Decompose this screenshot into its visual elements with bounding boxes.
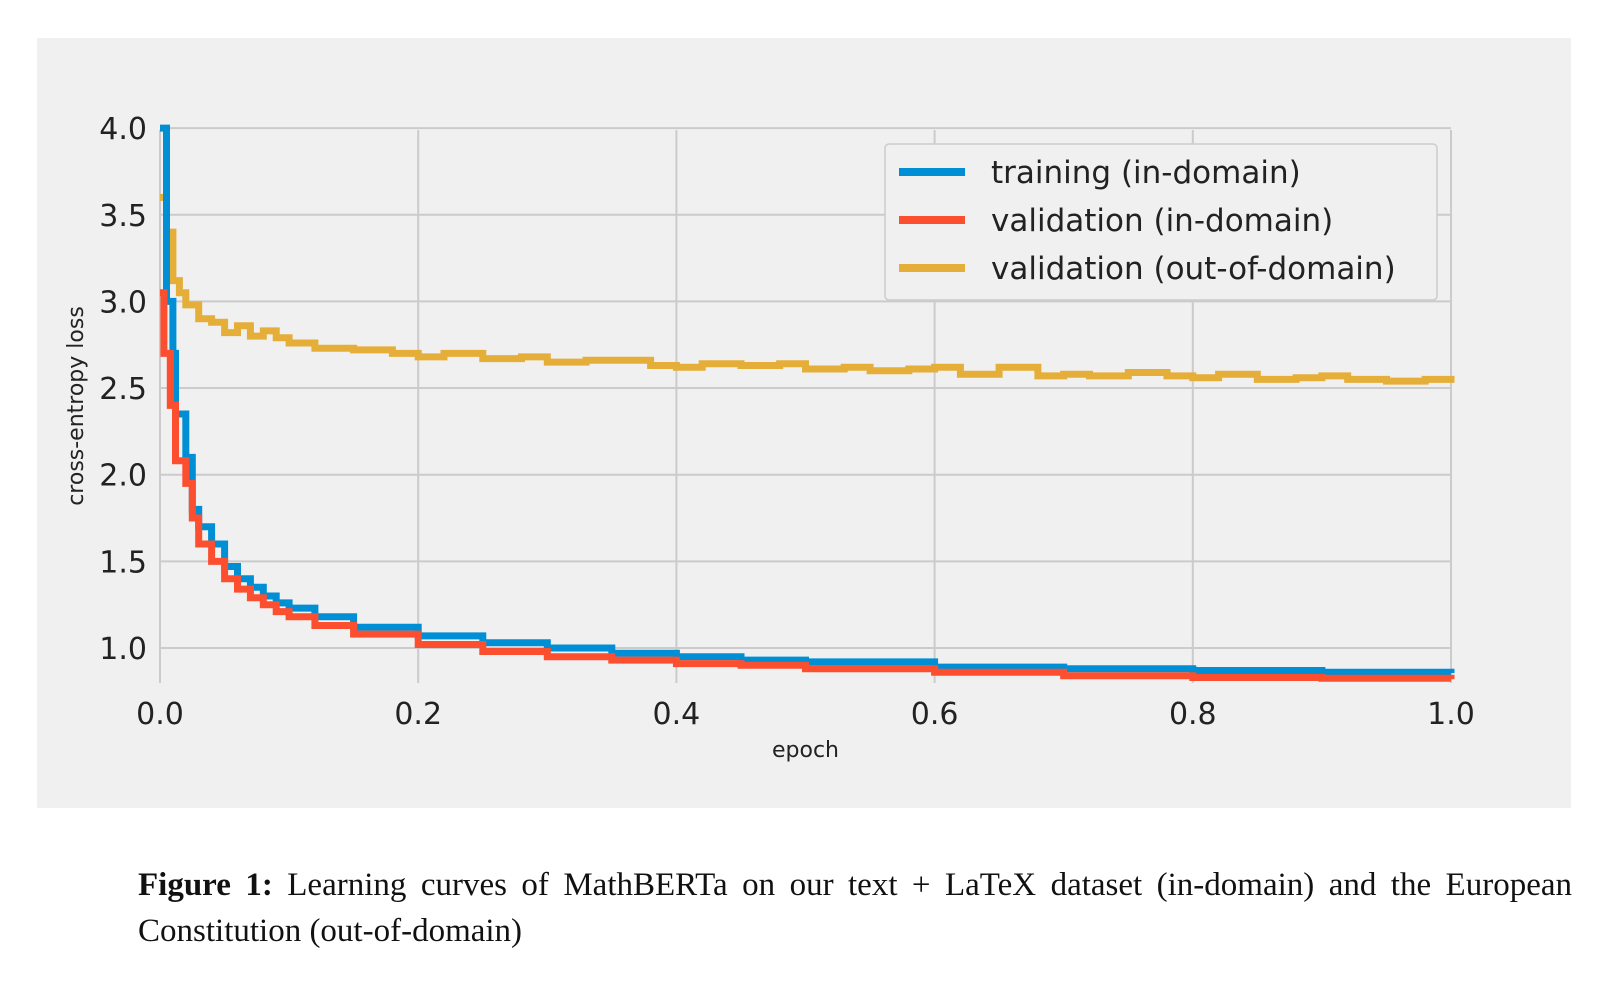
y-tick-label: 1.0	[99, 632, 147, 667]
chart-panel: 0.0 0.2 0.4 0.6 0.8 1.0 1.0 1.5 2.0 2.5 3.0 3.5 4.0 …	[37, 38, 1571, 808]
series-lines	[160, 124, 1455, 682]
grid-lines	[159, 127, 1452, 683]
legend-box	[884, 143, 1438, 301]
caption-text: Learning curves of MathBERTa on our text…	[138, 867, 1572, 949]
x-axis-label: epoch	[772, 738, 839, 763]
series-line	[160, 124, 1455, 676]
x-tick-label: 1.0	[1427, 697, 1475, 732]
tick-labels: 0.0 0.2 0.4 0.6 0.8 1.0 1.0 1.5 2.0 2.5 3.0 3.5 4.0	[99, 112, 1475, 732]
legend-label: validation (in-domain)	[991, 203, 1333, 239]
y-axis-label: cross-entropy loss	[64, 306, 89, 506]
x-tick-label: 0.2	[394, 697, 442, 732]
y-tick-label: 2.0	[99, 459, 147, 494]
y-tick-label: 3.5	[99, 199, 147, 234]
y-tick-label: 2.5	[99, 372, 147, 407]
line-chart: 0.0 0.2 0.4 0.6 0.8 1.01.01.52.02.53.03.54.0 …	[64, 112, 1475, 763]
legend: training (in-domain) validation (in-domai…	[884, 143, 1438, 301]
x-tick-label: 0.0	[136, 697, 184, 732]
legend-label: training (in-domain)	[991, 155, 1301, 191]
figure-caption: Figure 1: Learning curves of MathBERTa o…	[138, 862, 1572, 954]
x-tick-label: 0.6	[911, 697, 959, 732]
caption-label: Figure 1:	[138, 867, 273, 903]
x-tick-label: 0.4	[653, 697, 701, 732]
series-line	[160, 289, 1455, 682]
y-tick-label: 3.0	[99, 285, 147, 320]
legend-label: validation (out-of-domain)	[991, 251, 1396, 287]
y-tick-label: 4.0	[99, 112, 147, 147]
y-tick-label: 1.5	[99, 545, 147, 580]
x-tick-label: 0.8	[1169, 697, 1217, 732]
series-line	[160, 193, 1455, 385]
